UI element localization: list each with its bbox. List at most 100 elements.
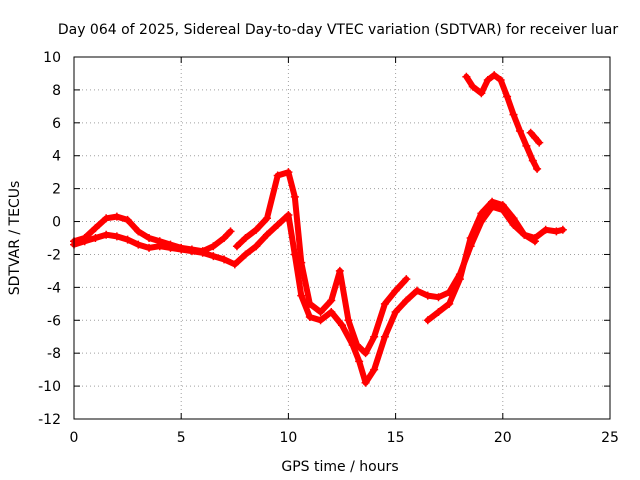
data-point [112, 232, 121, 241]
x-tick-label: 20 [494, 430, 512, 446]
x-axis-label: GPS time / hours [281, 459, 398, 475]
data-series-track-5 [462, 71, 542, 173]
y-tick-label: 6 [52, 116, 61, 132]
data-point [530, 234, 539, 242]
data-series-track-4 [423, 197, 567, 325]
data-point [522, 141, 531, 150]
data-point [391, 308, 400, 317]
data-point [327, 308, 336, 317]
data-point [402, 296, 411, 305]
data-point [477, 89, 486, 98]
data-point [252, 242, 261, 251]
data-point [541, 225, 550, 234]
x-tick-label: 5 [177, 430, 186, 446]
y-tick-label: -8 [47, 346, 61, 362]
data-point [305, 312, 314, 321]
data-point [528, 156, 537, 165]
data-point [262, 230, 271, 239]
data-point [102, 214, 111, 223]
data-point [209, 242, 218, 251]
data-point [112, 212, 121, 221]
data-point [134, 240, 143, 249]
data-point [145, 234, 154, 242]
y-tick-label: -4 [47, 280, 61, 296]
data-point [155, 242, 164, 251]
data-point [483, 76, 492, 85]
data-point [361, 378, 370, 387]
y-tick-label: 4 [52, 149, 61, 165]
data-point [361, 349, 370, 358]
data-point [552, 227, 561, 236]
data-point [241, 250, 250, 259]
data-point [477, 209, 486, 218]
data-point [123, 215, 132, 224]
data-point [344, 316, 353, 325]
y-tick-label: 2 [52, 182, 61, 198]
data-point [297, 258, 306, 267]
y-axis-label: SDTVAR / TECUs [7, 181, 23, 296]
data-point [455, 275, 464, 284]
data-point [445, 299, 454, 308]
data-point [273, 220, 282, 229]
y-tick-label: -2 [47, 247, 61, 263]
data-point [535, 138, 544, 147]
data-points [70, 71, 567, 387]
data-point [316, 316, 325, 325]
data-point [370, 332, 379, 341]
data-point [166, 243, 175, 252]
y-tick-label: -10 [38, 379, 61, 395]
series-trace [71, 213, 234, 255]
data-point [496, 76, 505, 85]
data-point [355, 357, 364, 366]
data-point [533, 164, 542, 173]
data-point [490, 71, 499, 80]
data-point [220, 234, 229, 242]
data-point [198, 248, 207, 257]
x-tick-label: 25 [601, 430, 619, 446]
data-point [413, 286, 422, 295]
data-point [434, 293, 443, 302]
data-point [353, 340, 362, 349]
data-point [509, 110, 518, 119]
data-point [558, 225, 567, 234]
data-point [434, 308, 443, 317]
data-point [380, 332, 389, 341]
data-point [262, 214, 271, 223]
data-point [335, 266, 344, 275]
series-trace [463, 72, 541, 172]
x-tick-label: 0 [70, 430, 79, 446]
data-point [423, 291, 432, 300]
data-point [102, 230, 111, 239]
chart-title: Day 064 of 2025, Sidereal Day-to-day VTE… [58, 22, 619, 38]
data-point [316, 308, 325, 317]
data-point [241, 234, 250, 242]
data-point [252, 225, 261, 234]
data-point [80, 237, 89, 246]
data-point [209, 252, 218, 261]
data-point [91, 234, 100, 242]
x-tick-label: 15 [387, 430, 405, 446]
data-point [498, 201, 507, 210]
data-series-track-6 [526, 128, 544, 147]
y-tick-label: 10 [43, 50, 61, 66]
data-point [123, 235, 132, 244]
data-point [290, 192, 299, 201]
data-point [327, 296, 336, 305]
plot-frame [73, 56, 611, 420]
data-point [232, 242, 241, 251]
data-point [466, 234, 475, 242]
data-point [91, 224, 100, 233]
data-point [391, 286, 400, 295]
data-point [503, 92, 512, 101]
data-point [468, 82, 477, 91]
data-point [530, 133, 539, 142]
y-tick-label: 8 [52, 83, 61, 99]
data-point [177, 245, 186, 254]
data-series-track-3 [232, 168, 411, 358]
data-point [284, 210, 293, 219]
data-point [370, 365, 379, 374]
data-point [520, 230, 529, 239]
y-tick-label: -12 [38, 412, 61, 428]
data-point [338, 321, 346, 330]
data-point [509, 214, 518, 223]
